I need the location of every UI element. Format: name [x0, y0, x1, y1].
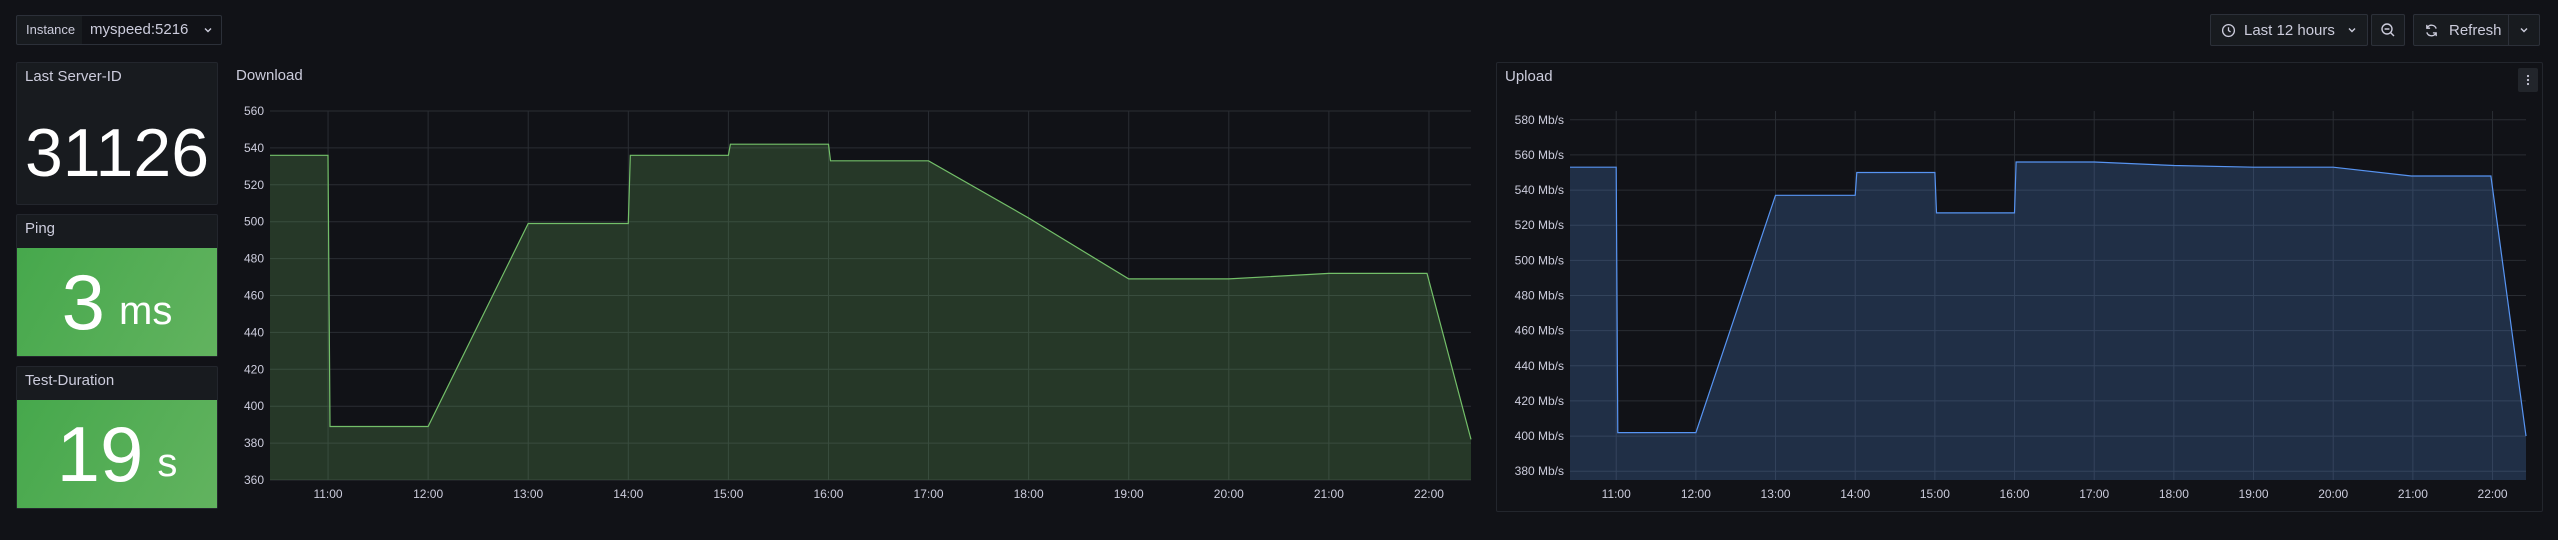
zoom-out-button[interactable] [2371, 14, 2405, 46]
upload-chart: 380 Mb/s 400 Mb/s 420 Mb/s 440 Mb/s 460 Mb/s… [1515, 111, 2527, 501]
panel-title: Upload [1505, 68, 1553, 85]
instance-variable-value: myspeed:5216 [90, 21, 189, 38]
x-tick-label: 20:00 [1214, 487, 1244, 501]
y-tick-label: 380 [244, 436, 264, 450]
y-tick-label: 560 Mb/s [1515, 148, 1564, 162]
series-area [1570, 162, 2526, 480]
chevron-down-icon [2520, 28, 2528, 33]
x-tick-label: 13:00 [513, 487, 543, 501]
panel-title: Last Server-ID [25, 68, 122, 85]
server-id-panel: Last Server-ID 31126 [16, 62, 218, 205]
ping-value: 3 [61, 258, 106, 346]
ping-value-box: 3 ms [17, 248, 217, 356]
y-tick-label: 400 Mb/s [1515, 429, 1564, 443]
ping-panel: Ping 3 ms [16, 214, 218, 357]
upload-panel: Upload [1496, 62, 2543, 512]
x-tick-label: 16:00 [813, 487, 843, 501]
x-tick-label: 21:00 [1314, 487, 1344, 501]
clock-icon [2221, 23, 2236, 37]
y-tick-label: 480 [244, 252, 264, 266]
x-tick-label: 17:00 [914, 487, 944, 501]
x-tick-label: 19:00 [1114, 487, 1144, 501]
x-tick-label: 13:00 [1761, 487, 1791, 501]
download-chart: 360 380 400 420 440 460 480 500 520 540 560 11:00 12… [244, 104, 1472, 501]
time-range-label: Last 12 hours [2244, 21, 2335, 39]
x-tick-label: 15:00 [713, 487, 743, 501]
y-tick-label: 560 [244, 104, 264, 118]
series-area [270, 144, 1471, 480]
x-tick-label: 22:00 [1414, 487, 1444, 501]
x-tick-label: 18:00 [1014, 487, 1044, 501]
panel-title: Ping [25, 220, 56, 237]
y-tick-label: 480 Mb/s [1515, 289, 1564, 303]
y-tick-label: 460 Mb/s [1515, 324, 1564, 338]
more-vertical-icon [2526, 74, 2530, 86]
ping-unit: ms [119, 288, 173, 333]
instance-variable-select[interactable]: myspeed:5216 [82, 15, 222, 45]
x-tick-label: 15:00 [1920, 487, 1950, 501]
x-tick-label: 14:00 [1840, 487, 1870, 501]
refresh-icon [2426, 24, 2437, 36]
duration-unit: s [157, 440, 178, 485]
y-tick-label: 440 Mb/s [1515, 359, 1564, 373]
x-tick-label: 12:00 [1681, 487, 1711, 501]
panel-menu-button[interactable] [2518, 68, 2538, 92]
x-tick-label: 22:00 [2478, 487, 2508, 501]
x-tick-label: 19:00 [2239, 487, 2269, 501]
series-line [1570, 161, 2527, 437]
x-tick-label: 20:00 [2318, 487, 2348, 501]
y-tick-label: 420 Mb/s [1515, 394, 1564, 408]
panel-title: Download [236, 67, 303, 84]
chevron-down-icon [204, 28, 212, 33]
x-tick-label: 16:00 [2000, 487, 2030, 501]
refresh-button[interactable]: Refresh [2413, 14, 2540, 46]
y-tick-label: 540 Mb/s [1515, 183, 1564, 197]
y-tick-label: 520 Mb/s [1515, 218, 1564, 232]
x-tick-label: 12:00 [413, 487, 443, 501]
y-tick-label: 500 [244, 215, 264, 229]
y-tick-label: 520 [244, 178, 264, 192]
y-tick-label: 440 [244, 325, 264, 339]
panel-title: Test-Duration [25, 372, 115, 389]
duration-value: 19 [56, 410, 144, 498]
y-tick-label: 360 [244, 473, 264, 487]
x-tick-label: 21:00 [2398, 487, 2428, 501]
x-tick-label: 14:00 [613, 487, 643, 501]
x-tick-label: 18:00 [2159, 487, 2189, 501]
zoom-out-icon [2381, 23, 2395, 37]
server-id-value: 31126 [24, 114, 210, 191]
y-tick-label: 500 Mb/s [1515, 253, 1564, 267]
duration-value-box: 19 s [17, 400, 217, 508]
refresh-label: Refresh [2449, 21, 2502, 39]
refresh-interval-dropdown[interactable] [2508, 15, 2539, 45]
chevron-down-icon [2348, 28, 2356, 33]
y-tick-label: 580 Mb/s [1515, 113, 1564, 127]
download-panel: Download [228, 62, 1472, 512]
instance-variable-label: Instance [16, 15, 86, 45]
x-tick-label: 11:00 [313, 487, 342, 501]
duration-panel: Test-Duration 19 s [16, 366, 218, 509]
y-tick-label: 380 Mb/s [1515, 464, 1564, 478]
time-range-picker[interactable]: Last 12 hours [2210, 14, 2368, 46]
series-line [270, 143, 1472, 440]
x-tick-label: 11:00 [1602, 487, 1631, 501]
y-tick-label: 400 [244, 399, 264, 413]
y-tick-label: 460 [244, 289, 264, 303]
x-tick-label: 17:00 [2079, 487, 2109, 501]
y-tick-label: 420 [244, 362, 264, 376]
y-tick-label: 540 [244, 141, 264, 155]
